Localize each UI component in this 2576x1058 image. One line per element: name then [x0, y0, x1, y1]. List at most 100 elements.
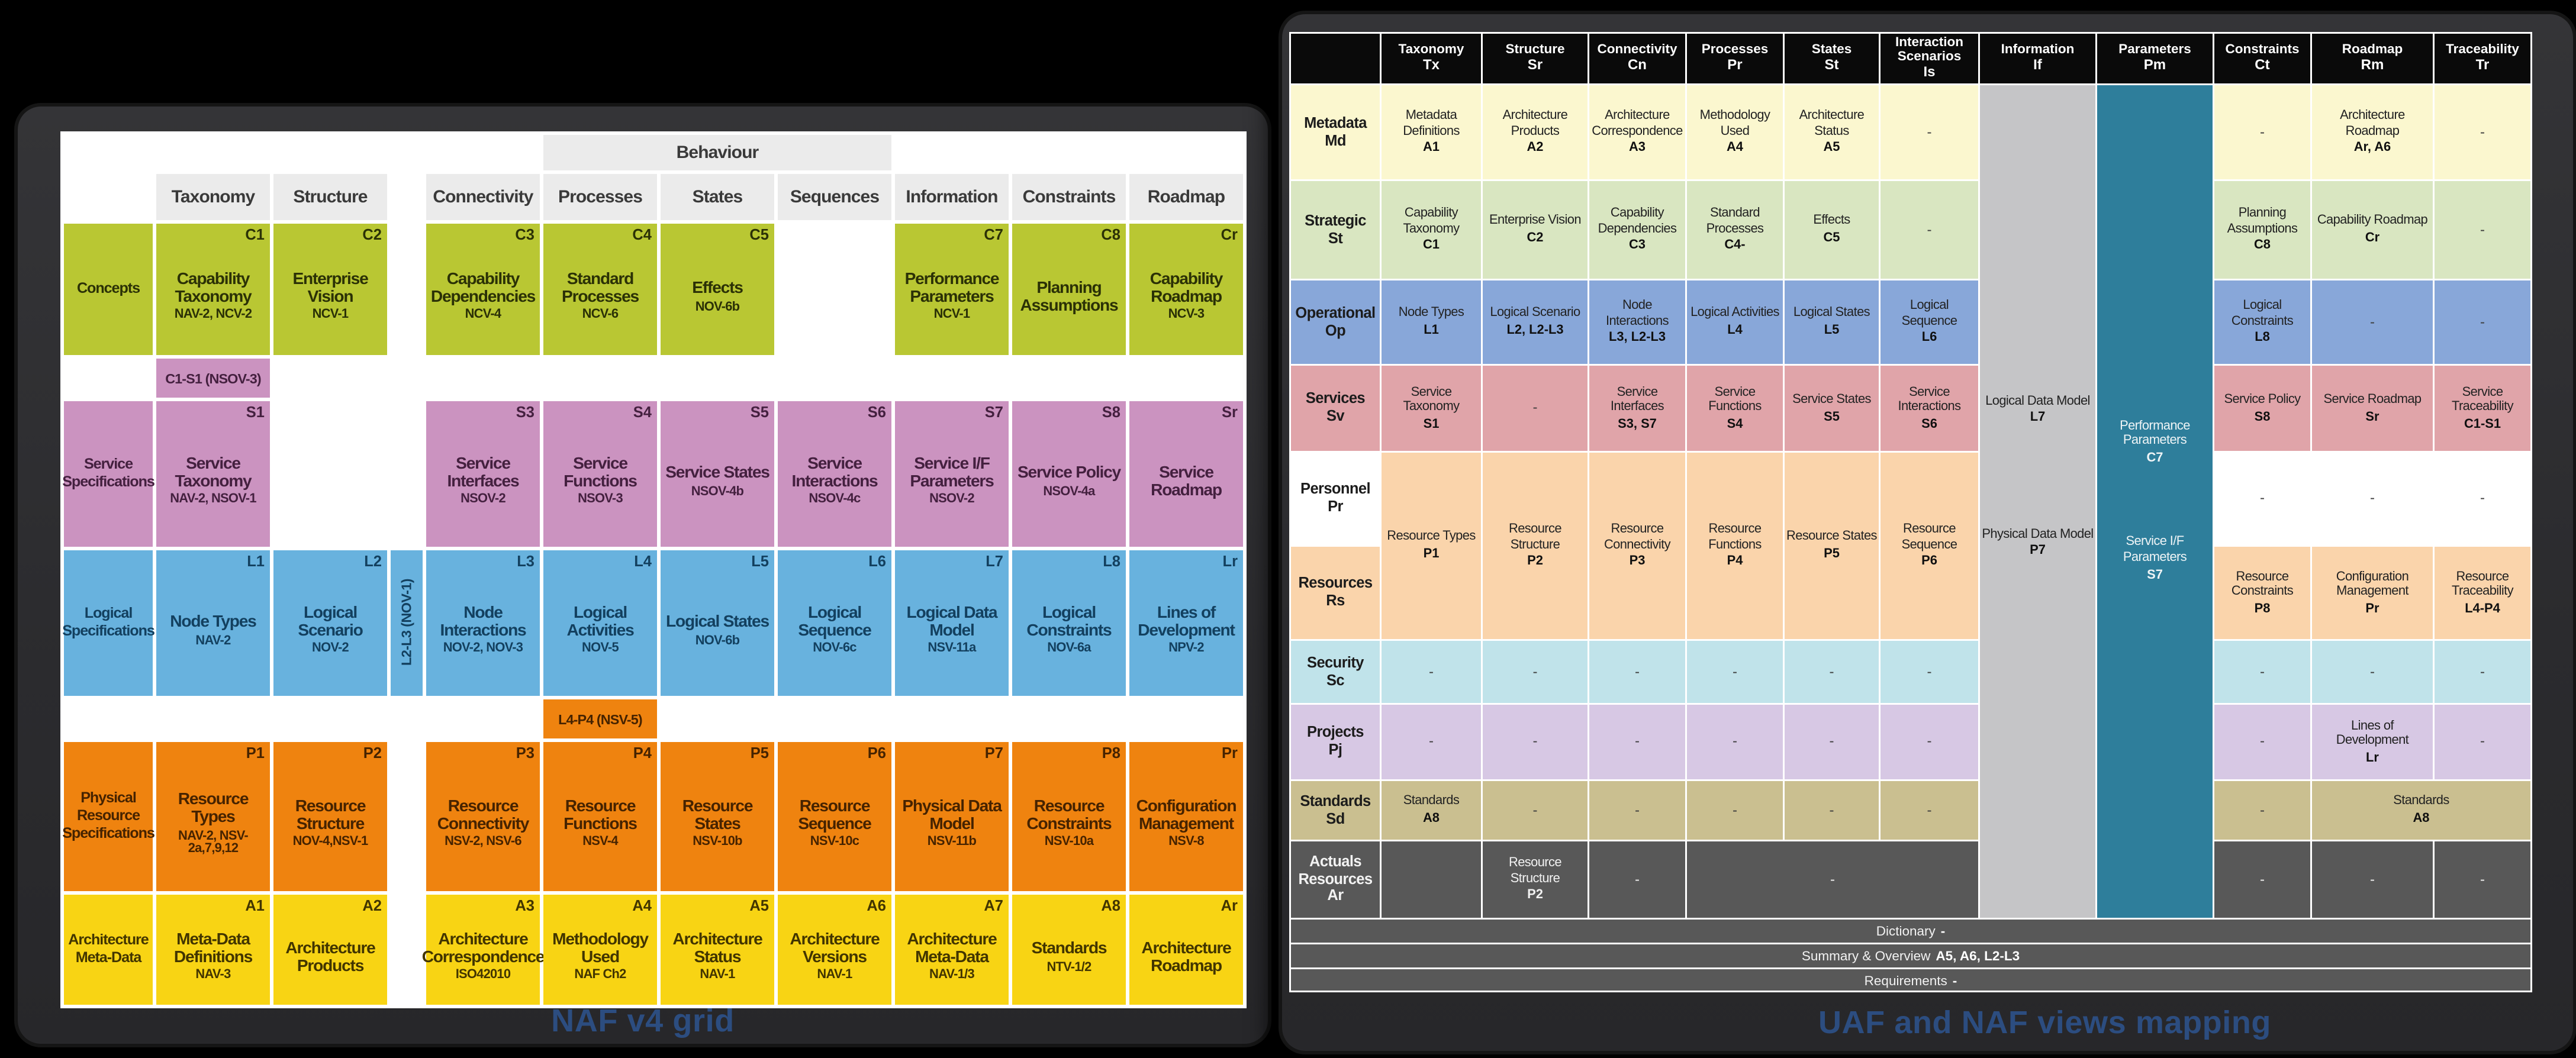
row-label-security: Security Sc — [1291, 641, 1380, 703]
uaf-cell-metadata-c5: Architecture Status A5 — [1785, 85, 1879, 179]
cell-code: C4 — [632, 225, 652, 243]
row-label-strategic: Strategic St — [1291, 181, 1380, 279]
column-header-is: Interaction Scenarios Is — [1881, 34, 1978, 83]
dash-value: - — [1732, 802, 1737, 818]
column-header-abbr: Pm — [2143, 57, 2166, 73]
naf-cell-a8: A8 Standards NTV-1/2 — [1012, 895, 1126, 1005]
uaf-cell-standards-c4: - — [1687, 781, 1783, 840]
dash-value: - — [1532, 663, 1538, 680]
cell-code: A7 — [984, 896, 1003, 914]
uaf-cell-metadata-c3: Architecture Correspondence A3 — [1589, 85, 1685, 179]
uaf-cell-strategic-c9: Planning Assumptions C8 — [2214, 181, 2310, 279]
dash-value: - — [1829, 733, 1834, 750]
column-header-abbr: St — [1824, 57, 1839, 73]
cell-views: NSV-2, NSV-6 — [445, 833, 521, 850]
uaf-cell-services-c2: - — [1483, 366, 1588, 451]
column-header-sequences: Sequences — [778, 174, 891, 220]
bridge-cell-l4-p4-nsv-5: L4-P4 (NSV-5) — [543, 699, 657, 738]
cell-views: NAV-2, NSOV-1 — [170, 491, 256, 507]
cell-code: A4 — [1726, 138, 1743, 155]
uaf-cell-projects-c1: - — [1382, 705, 1481, 779]
cell-code: L8 — [2255, 328, 2270, 345]
dash-value: - — [2480, 871, 2485, 888]
uaf-cell-metadata-c4: Methodology Used A4 — [1687, 85, 1783, 179]
cell-code: S6 — [1921, 415, 1937, 431]
cell-code: Sr — [1222, 403, 1238, 421]
cell-code: L6 — [868, 552, 886, 570]
cell-title: Architecture Meta-Data — [907, 928, 997, 966]
dash-value: - — [2369, 314, 2375, 330]
cell-views: NSOV-4b — [691, 482, 744, 498]
uaf-cell-security-c3: - — [1589, 641, 1685, 703]
cell-code: Lr — [2366, 749, 2379, 765]
uaf-cell-services-c1: Service Taxonomy S1 — [1382, 366, 1481, 451]
cell-title: Enterprise Vision — [292, 267, 368, 305]
parameters-block-c7: Performance Parameters C7 — [2099, 417, 2211, 467]
column-header-name: Taxonomy — [1398, 40, 1464, 57]
uaf-cell-strategic-c4: Standard Processes C4- — [1687, 181, 1783, 279]
cell-code: Ar — [1221, 896, 1238, 914]
band-text: Summary & Overview — [1801, 948, 1931, 964]
cell-code: L4 — [634, 552, 652, 570]
uaf-cell-services-c9: Service Policy S8 — [2214, 366, 2310, 451]
cell-code: A8 — [2413, 809, 2430, 825]
dash-value: - — [2480, 663, 2485, 680]
uaf-cell-security-c5: - — [1785, 641, 1879, 703]
cell-views: NCV-1 — [933, 306, 971, 322]
cell-code: Cr — [1221, 225, 1238, 243]
column-header-connectivity: Connectivity — [426, 174, 540, 220]
uaf-cell-security-c1: - — [1382, 641, 1481, 703]
header-corner — [1291, 34, 1380, 83]
naf-cell-l1: L1 Node Types NAV-2 — [156, 550, 270, 696]
cell-views: NAV-2 — [195, 631, 231, 647]
uaf-mapping-caption: UAF and NAF views mapping — [1818, 1005, 2272, 1040]
uaf-cell-standards-c2: - — [1483, 781, 1588, 840]
row-label-services: Service Specifications — [62, 401, 155, 547]
cell-title: Performance Parameters — [904, 267, 1000, 305]
cell-title: Service Policy — [1017, 461, 1121, 481]
cell-views: NSOV-2 — [461, 491, 506, 507]
column-header-name: States — [1811, 40, 1852, 57]
row-label-logical: Logical Specifications — [62, 550, 155, 696]
dash-value: - — [2259, 871, 2265, 888]
uaf-cell-security-c6: - — [1881, 641, 1978, 703]
row-label-abbr: Pr — [1328, 497, 1343, 515]
cell-views: NOV-5 — [582, 640, 619, 656]
uaf-cell-standards-c5: - — [1785, 781, 1879, 840]
behaviour-header: Behaviour — [543, 135, 891, 170]
dash-value: - — [1927, 124, 1932, 140]
uaf-cell-personnel-c4: Resource Functions P4 — [1687, 453, 1783, 639]
naf-cell-s6: S6 Service Interactions NSOV-4c — [778, 401, 891, 547]
cell-title: Service Taxonomy — [1403, 382, 1460, 414]
naf-cell-c3: C3 Capability Dependencies NCV-4 — [426, 224, 540, 355]
uaf-cell-actuals-c1 — [1382, 841, 1481, 918]
column-header-abbr: If — [2033, 57, 2042, 73]
uaf-cell-resources-c11: Resource Traceability L4-P4 — [2435, 547, 2530, 639]
cell-views: NSV-4 — [582, 833, 618, 850]
uaf-cell-projects-c11: - — [2435, 705, 2530, 779]
block-code: C7 — [2146, 449, 2163, 466]
cell-title: Resource Functions — [564, 795, 637, 833]
naf-cell-cr: Cr Capability Roadmap NCV-3 — [1129, 224, 1243, 355]
block-title: Logical Data Model — [1985, 391, 2090, 408]
cell-code: L4 — [1727, 321, 1743, 337]
band-summary-overview: Summary & Overview A5, A6, L2-L3 — [1291, 944, 2530, 967]
uaf-cell-strategic-c2: Enterprise Vision C2 — [1483, 181, 1588, 279]
dash-value: - — [2480, 490, 2485, 507]
cell-title: Effects — [692, 276, 743, 296]
cell-code: C5 — [749, 225, 769, 243]
cell-views: NAV-2, NSV-2a,7,9,12 — [178, 827, 249, 856]
cell-code: A3 — [1628, 138, 1646, 155]
naf-cell-a2: A2 Architecture Products — [273, 895, 387, 1005]
cell-code: L5 — [1824, 321, 1840, 337]
naf-cell-s1: S1 Service Taxonomy NAV-2, NSOV-1 — [156, 401, 270, 547]
uaf-cell-security-c9: - — [2214, 641, 2310, 703]
cell-code: C8 — [2253, 236, 2271, 253]
dash-value: - — [2480, 733, 2485, 750]
column-header-name: Traceability — [2446, 40, 2519, 57]
column-header-abbr: Is — [1923, 64, 1936, 81]
uaf-cell-standards-c6: - — [1881, 781, 1978, 840]
cell-title: Resource Traceability — [2452, 567, 2514, 599]
cell-title: Resource States — [1786, 528, 1877, 544]
cell-code: A3 — [515, 896, 534, 914]
